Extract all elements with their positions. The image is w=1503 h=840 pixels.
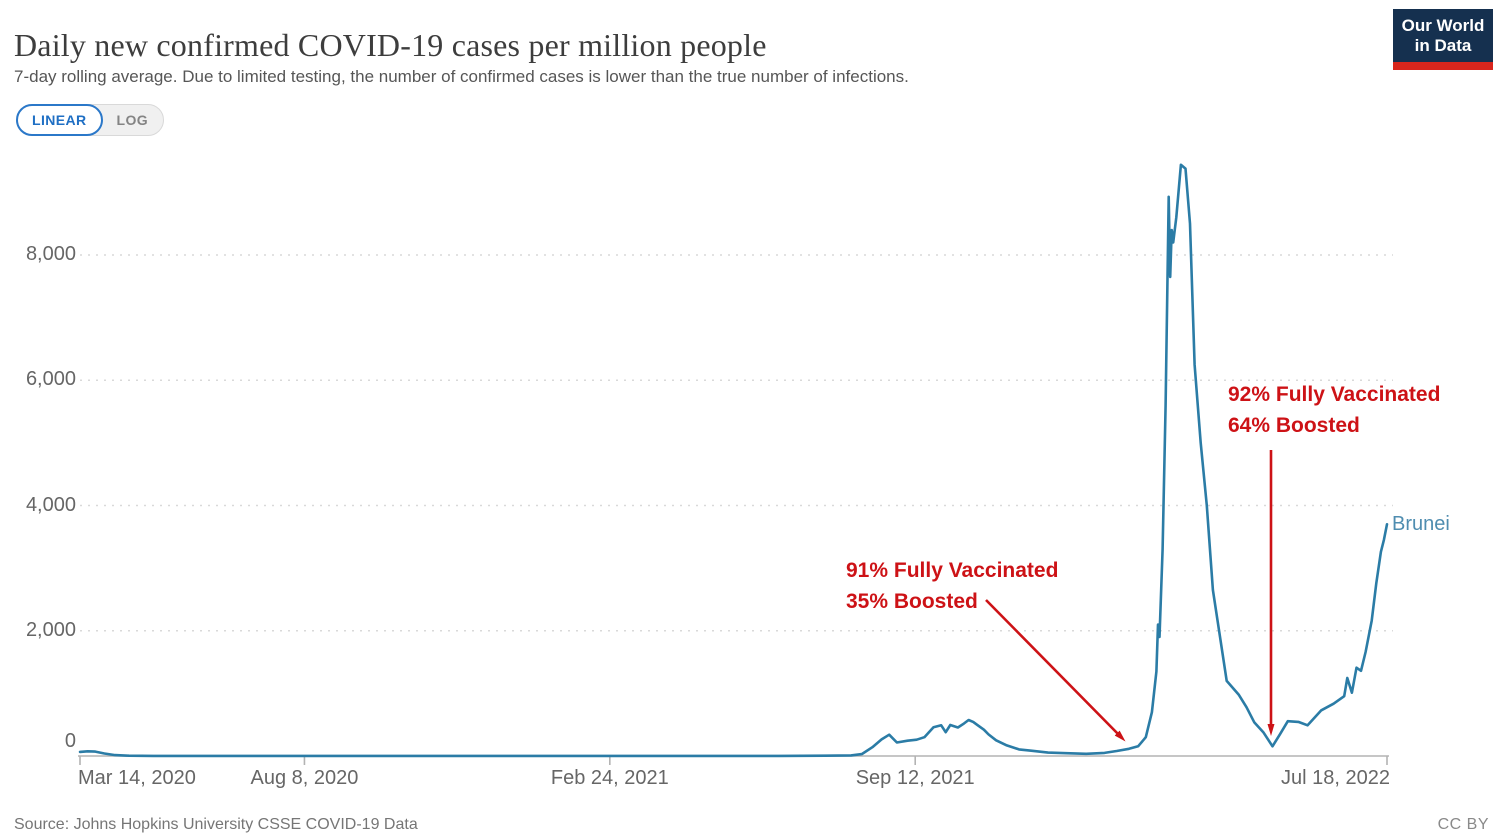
annotation-92-vaccinated: 92% Fully Vaccinated 64% Boosted xyxy=(1228,383,1441,437)
y-tick-label: 6,000 xyxy=(25,368,76,391)
owid-logo-redbar xyxy=(1393,62,1493,70)
annotation-91-vaccinated: 91% Fully Vaccinated 35% Boosted xyxy=(846,559,1059,613)
x-tick-label: Sep 12, 2021 xyxy=(855,767,975,789)
y-tick-label: 0 xyxy=(64,730,76,752)
x-tick-label: Jul 18, 2022 xyxy=(1281,767,1390,789)
series-label-brunei: Brunei xyxy=(1392,513,1450,535)
y-tick-label: 2,000 xyxy=(25,618,76,641)
owid-logo: Our World in Data xyxy=(1393,9,1493,70)
brunei-line[interactable] xyxy=(78,163,1389,758)
annotation-arrow-1 xyxy=(985,599,1126,742)
page-title: Daily new confirmed COVID-19 cases per m… xyxy=(14,27,767,64)
x-tick-label: Mar 14, 2020 xyxy=(78,767,196,789)
source-credit: Source: Johns Hopkins University CSSE CO… xyxy=(14,816,418,833)
y-tick-label: 4,000 xyxy=(25,493,76,516)
log-button[interactable]: LOG xyxy=(102,105,164,135)
linear-button[interactable]: LINEAR xyxy=(16,104,103,136)
x-tick-label: Feb 24, 2021 xyxy=(550,767,669,789)
y-tick-label: 8,000 xyxy=(25,243,76,265)
x-tick-label: Aug 8, 2020 xyxy=(250,767,359,789)
scale-toggle: LINEAR LOG xyxy=(16,104,165,136)
license-badge[interactable]: CC BY xyxy=(1437,816,1489,833)
page-subtitle: 7-day rolling average. Due to limited te… xyxy=(14,67,909,86)
owid-logo-text: Our World in Data xyxy=(1393,9,1493,62)
